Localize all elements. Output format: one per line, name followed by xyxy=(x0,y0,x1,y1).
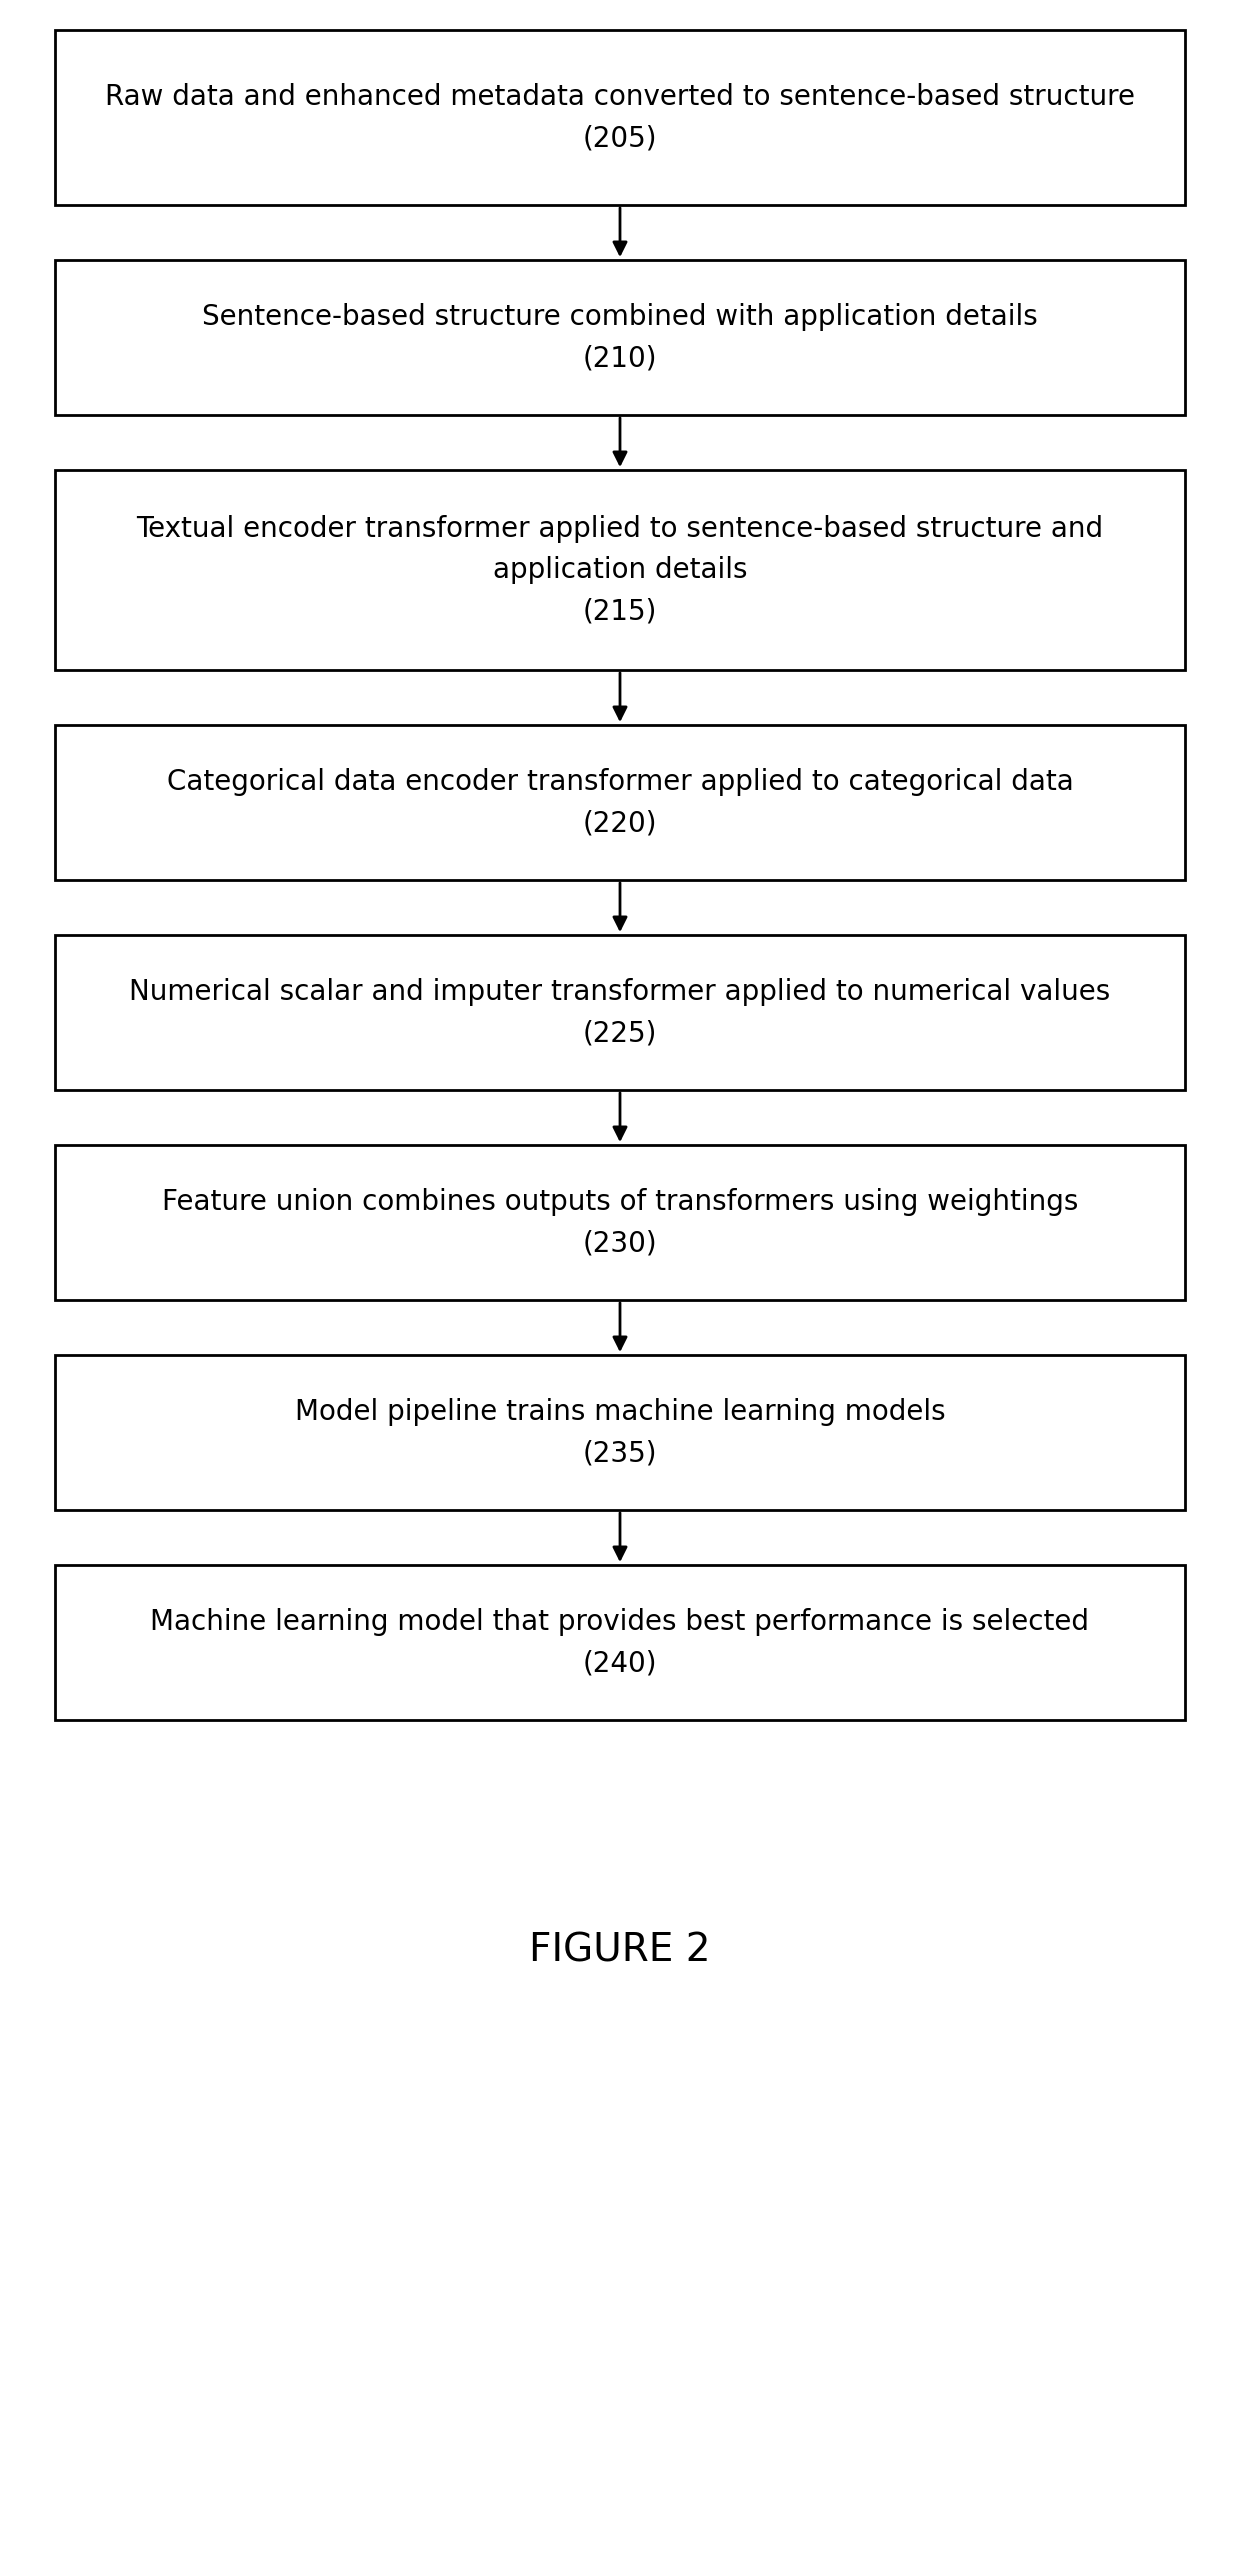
Bar xyxy=(55,471,1185,671)
Bar xyxy=(55,934,1185,1091)
Text: Machine learning model that provides best performance is selected
(240): Machine learning model that provides bes… xyxy=(150,1608,1090,1677)
Text: Model pipeline trains machine learning models
(235): Model pipeline trains machine learning m… xyxy=(295,1398,945,1467)
Text: FIGURE 2: FIGURE 2 xyxy=(529,1930,711,1969)
Bar xyxy=(55,1564,1185,1720)
Text: Feature union combines outputs of transformers using weightings
(230): Feature union combines outputs of transf… xyxy=(161,1188,1079,1257)
Text: Textual encoder transformer applied to sentence-based structure and
application : Textual encoder transformer applied to s… xyxy=(136,515,1104,625)
Bar xyxy=(55,261,1185,415)
Bar xyxy=(55,31,1185,205)
Bar xyxy=(55,724,1185,881)
Text: Sentence-based structure combined with application details
(210): Sentence-based structure combined with a… xyxy=(202,302,1038,371)
Text: Raw data and enhanced metadata converted to sentence-based structure
(205): Raw data and enhanced metadata converted… xyxy=(105,82,1135,151)
Text: Numerical scalar and imputer transformer applied to numerical values
(225): Numerical scalar and imputer transformer… xyxy=(129,978,1111,1047)
Bar xyxy=(55,1144,1185,1300)
Text: Categorical data encoder transformer applied to categorical data
(220): Categorical data encoder transformer app… xyxy=(166,768,1074,837)
Bar xyxy=(55,1354,1185,1510)
